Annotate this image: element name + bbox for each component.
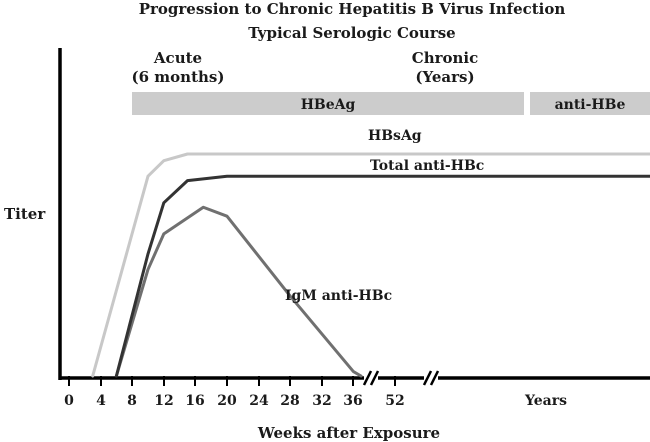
- x-tick-label-24: 24: [249, 393, 269, 409]
- y-axis-label: Titer: [4, 205, 46, 223]
- series-layer: [91, 152, 650, 378]
- x-axis-label: Weeks after Exposure: [257, 424, 440, 442]
- x-tick-label-8: 8: [127, 393, 137, 409]
- x-tick-label-32: 32: [312, 393, 331, 409]
- x-tick-label-16: 16: [185, 393, 204, 409]
- series-line-hbsag: [91, 152, 650, 378]
- x-tick-label-20: 20: [217, 393, 237, 409]
- x-tick-label-years: Years: [524, 393, 567, 409]
- axis-break-1: [362, 368, 380, 388]
- series-line-igm-anti-hbc: [114, 205, 363, 378]
- phase-chronic-detail: (Years): [415, 68, 474, 86]
- series-label-igm-anti-hbc: IgM anti-HBc: [285, 288, 392, 304]
- x-tick-label-12: 12: [154, 393, 173, 409]
- band-anti-hbe-label: anti-HBe: [555, 97, 626, 113]
- phase-acute-detail: (6 months): [132, 68, 225, 86]
- tick-layer: 0 4 8 12 16 20 24 28 32 36 52 Years: [64, 376, 567, 409]
- band-hbeag: [132, 92, 524, 115]
- axis-break-2: [422, 368, 440, 388]
- x-tick-label-36: 36: [343, 393, 362, 409]
- chart-title: Progression to Chronic Hepatitis B Virus…: [139, 0, 566, 18]
- x-tick-label-52: 52: [385, 393, 404, 409]
- x-tick-label-4: 4: [96, 393, 106, 409]
- band-anti-hbe: [530, 92, 650, 115]
- band-hbeag-label: HBeAg: [301, 97, 356, 113]
- x-tick-label-28: 28: [280, 393, 299, 409]
- phase-acute-label: Acute: [153, 49, 202, 67]
- series-label-hbsag: HBsAg: [368, 128, 422, 144]
- series-label-total-anti-hbc: Total anti-HBc: [370, 158, 484, 174]
- series-line-total-anti-hbc: [114, 174, 650, 378]
- x-tick-label-0: 0: [64, 393, 74, 409]
- phase-chronic-label: Chronic: [412, 49, 479, 67]
- chart-subtitle: Typical Serologic Course: [248, 24, 455, 42]
